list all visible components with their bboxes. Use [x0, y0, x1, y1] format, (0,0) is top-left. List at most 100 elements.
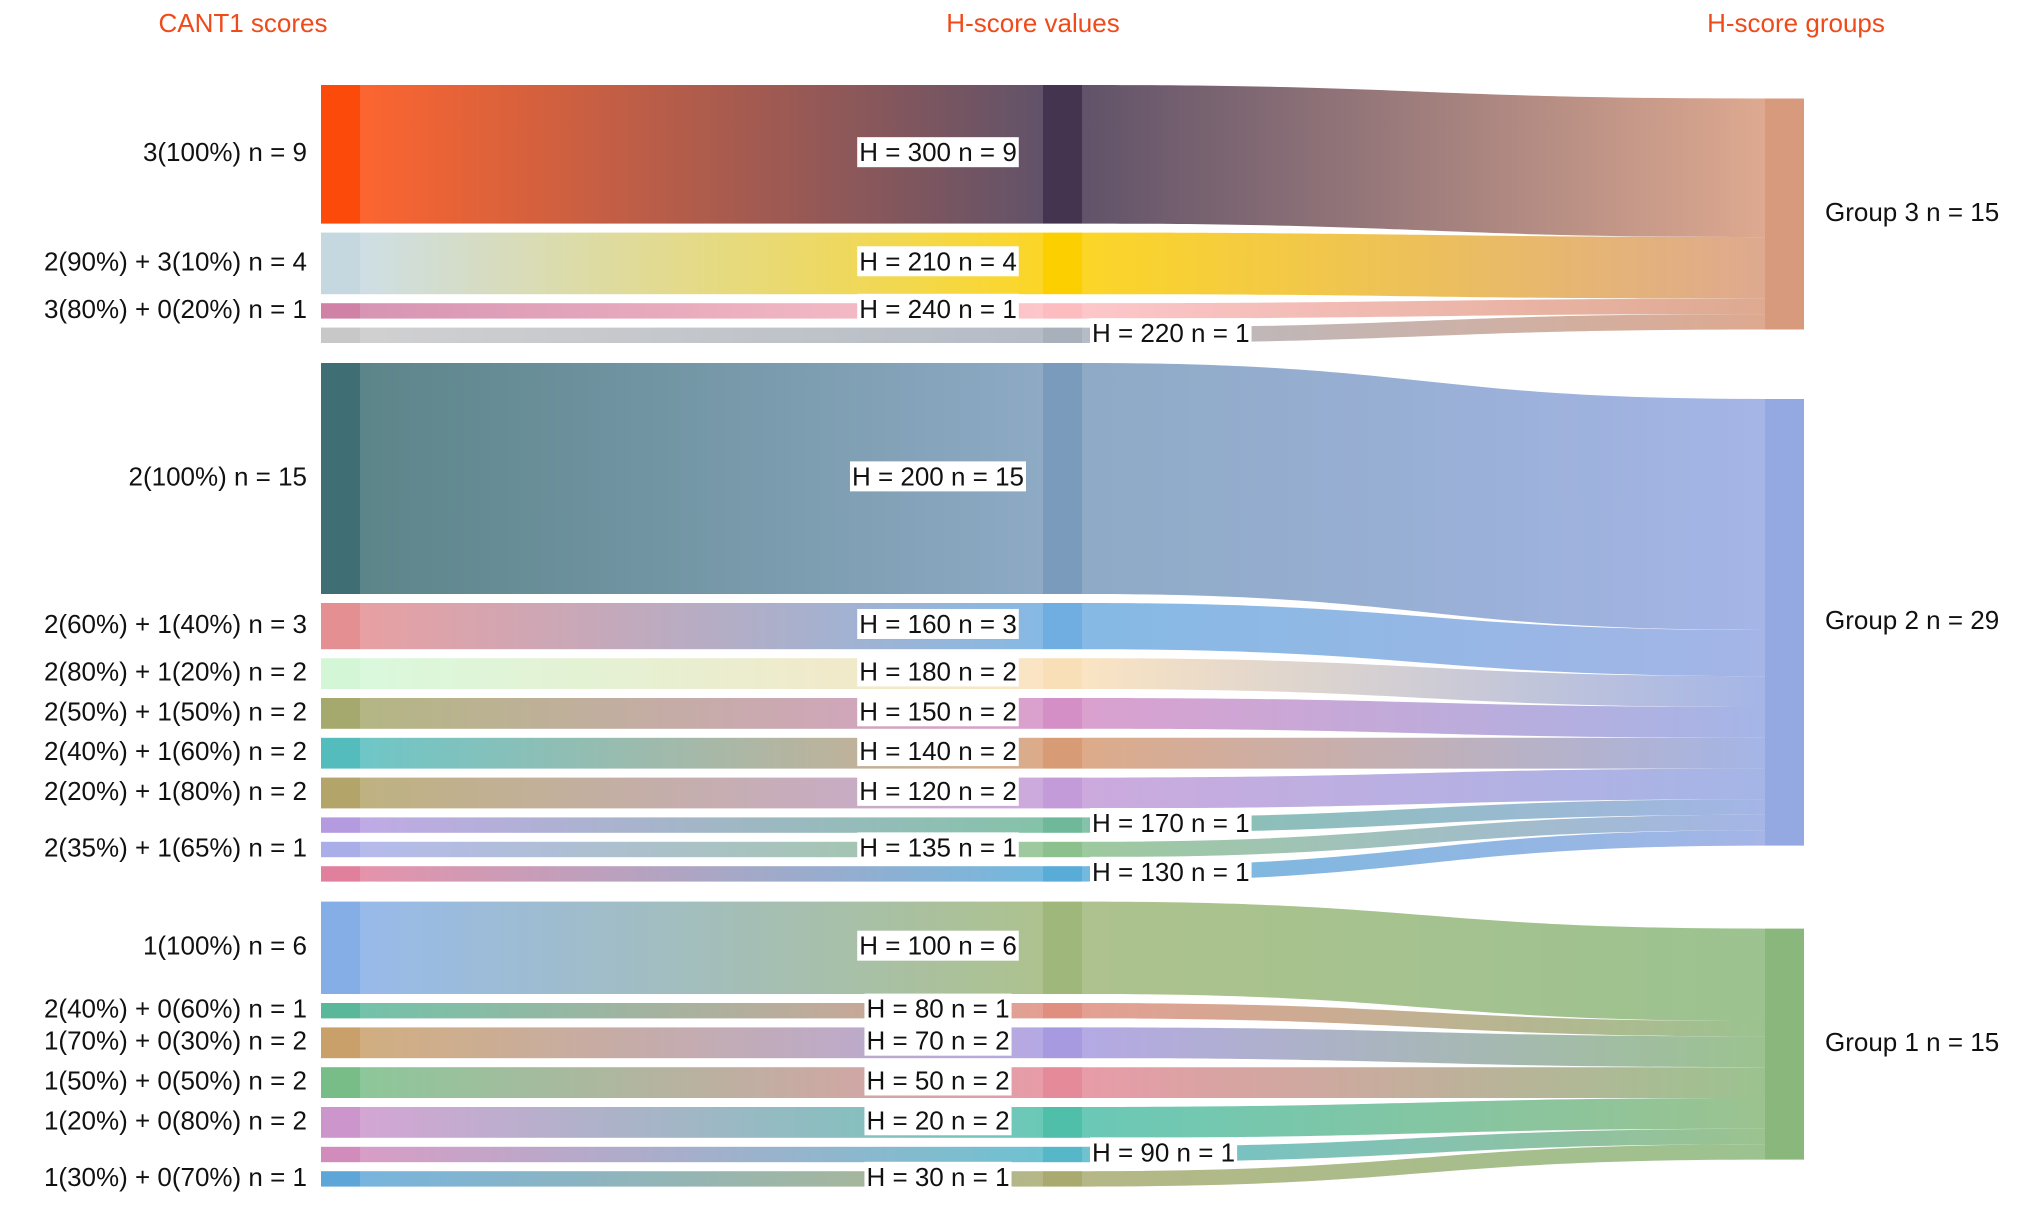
- label-background: [864, 1025, 1012, 1056]
- hscore-label: H = 170 n = 1: [1092, 808, 1250, 838]
- flow-link: [1082, 363, 1765, 630]
- hscore-label: H = 120 n = 2: [859, 776, 1017, 806]
- hscore-node: [1043, 737, 1082, 769]
- score-node: [321, 1146, 360, 1163]
- score-node: [321, 698, 360, 729]
- flow-link: [1082, 603, 1765, 677]
- flow-link: [1082, 1067, 1765, 1098]
- score-label: 2(90%) + 3(10%) n = 4: [44, 246, 307, 276]
- label-background: [857, 832, 1019, 863]
- hscore-node: [1043, 841, 1082, 858]
- hscore-label: H = 90 n = 1: [1092, 1137, 1235, 1167]
- flow-link: [1082, 658, 1765, 707]
- score-node: [321, 1027, 360, 1059]
- score-node: [321, 658, 360, 689]
- hscore-label: H = 80 n = 1: [866, 994, 1009, 1024]
- score-label: 2(100%) n = 15: [128, 461, 307, 491]
- hscore-node: [1043, 1146, 1082, 1163]
- flow-link: [1082, 768, 1765, 809]
- score-node: [321, 327, 360, 343]
- hscore-node: [1043, 817, 1082, 833]
- group-node: [1765, 98, 1804, 330]
- score-label: 1(100%) n = 6: [143, 931, 307, 961]
- group-label: Group 3 n = 15: [1825, 197, 1999, 227]
- score-label: 2(50%) + 1(50%) n = 2: [44, 696, 307, 726]
- score-label: 2(40%) + 0(60%) n = 1: [44, 994, 307, 1024]
- score-node: [321, 901, 360, 994]
- hscore-node: [1043, 327, 1082, 343]
- hscore-node: [1043, 363, 1082, 594]
- hscore-label: H = 300 n = 9: [859, 137, 1017, 167]
- score-node: [321, 1107, 360, 1138]
- flow-link: [1082, 314, 1765, 343]
- hscore-node: [1043, 1067, 1082, 1098]
- hscore-label: H = 100 n = 6: [859, 931, 1017, 961]
- hscore-node: [1043, 1107, 1082, 1138]
- score-label: 1(70%) + 0(30%) n = 2: [44, 1026, 307, 1056]
- score-node: [321, 737, 360, 769]
- label-background: [864, 1105, 1012, 1136]
- hscore-label: H = 210 n = 4: [859, 246, 1017, 276]
- score-label: 3(80%) + 0(20%) n = 1: [44, 294, 307, 324]
- flow-link: [360, 866, 1043, 882]
- hscore-label: H = 240 n = 1: [859, 294, 1017, 324]
- group-label: Group 2 n = 29: [1825, 605, 1999, 635]
- score-label: 2(35%) + 1(65%) n = 1: [44, 832, 307, 862]
- score-label: 2(20%) + 1(80%) n = 2: [44, 776, 307, 806]
- flow-link: [1082, 232, 1765, 299]
- score-node: [321, 232, 360, 295]
- column-title: H-score values: [946, 8, 1119, 38]
- hscore-node: [1043, 232, 1082, 295]
- score-node: [321, 303, 360, 319]
- hscore-node: [1043, 698, 1082, 729]
- label-background: [857, 930, 1019, 961]
- label-background: [857, 293, 1019, 324]
- score-node: [321, 1003, 360, 1019]
- label-background: [857, 696, 1019, 727]
- hscore-node: [1043, 1171, 1082, 1187]
- flow-link: [1082, 901, 1765, 1021]
- label-background: [1090, 318, 1252, 349]
- label-background: [1090, 856, 1252, 887]
- label-background: [864, 1065, 1012, 1096]
- column-title: H-score groups: [1707, 8, 1885, 38]
- label-background: [864, 1161, 1012, 1192]
- score-node: [321, 841, 360, 858]
- score-node: [321, 363, 360, 594]
- hscore-label: H = 220 n = 1: [1092, 318, 1250, 348]
- score-label: 2(80%) + 1(20%) n = 2: [44, 656, 307, 686]
- label-background: [864, 993, 1012, 1024]
- hscore-node: [1043, 1003, 1082, 1019]
- score-node: [321, 85, 360, 224]
- flow-link: [1082, 1144, 1765, 1187]
- hscore-label: H = 150 n = 2: [859, 696, 1017, 726]
- flow-link: [1082, 830, 1765, 882]
- hscore-label: H = 160 n = 3: [859, 609, 1017, 639]
- flow-link: [360, 1146, 1043, 1163]
- hscore-node: [1043, 866, 1082, 882]
- nodes: [321, 85, 1804, 1187]
- hscore-node: [1043, 85, 1082, 224]
- flow-link: [360, 327, 1043, 343]
- score-label: 1(30%) + 0(70%) n = 1: [44, 1162, 307, 1192]
- flow-link: [1082, 1098, 1765, 1138]
- flow-link: [1082, 814, 1765, 858]
- score-label: 1(20%) + 0(80%) n = 2: [44, 1105, 307, 1135]
- label-background: [857, 775, 1019, 806]
- hscore-label: H = 30 n = 1: [866, 1162, 1009, 1192]
- score-label: 1(50%) + 0(50%) n = 2: [44, 1065, 307, 1095]
- group-label: Group 1 n = 15: [1825, 1027, 1999, 1057]
- label-background: [1090, 1137, 1238, 1168]
- hscore-label: H = 135 n = 1: [859, 832, 1017, 862]
- hscore-label: H = 130 n = 1: [1092, 857, 1250, 887]
- column-title: CANT1 scores: [158, 8, 327, 38]
- score-node: [321, 817, 360, 833]
- label-background: [849, 461, 1027, 492]
- score-label: 2(40%) + 1(60%) n = 2: [44, 736, 307, 766]
- score-node: [321, 1067, 360, 1098]
- score-node: [321, 1171, 360, 1187]
- flow-link: [1082, 298, 1765, 319]
- hscore-node: [1043, 658, 1082, 689]
- score-label: 3(100%) n = 9: [143, 137, 307, 167]
- group-node: [1765, 928, 1804, 1160]
